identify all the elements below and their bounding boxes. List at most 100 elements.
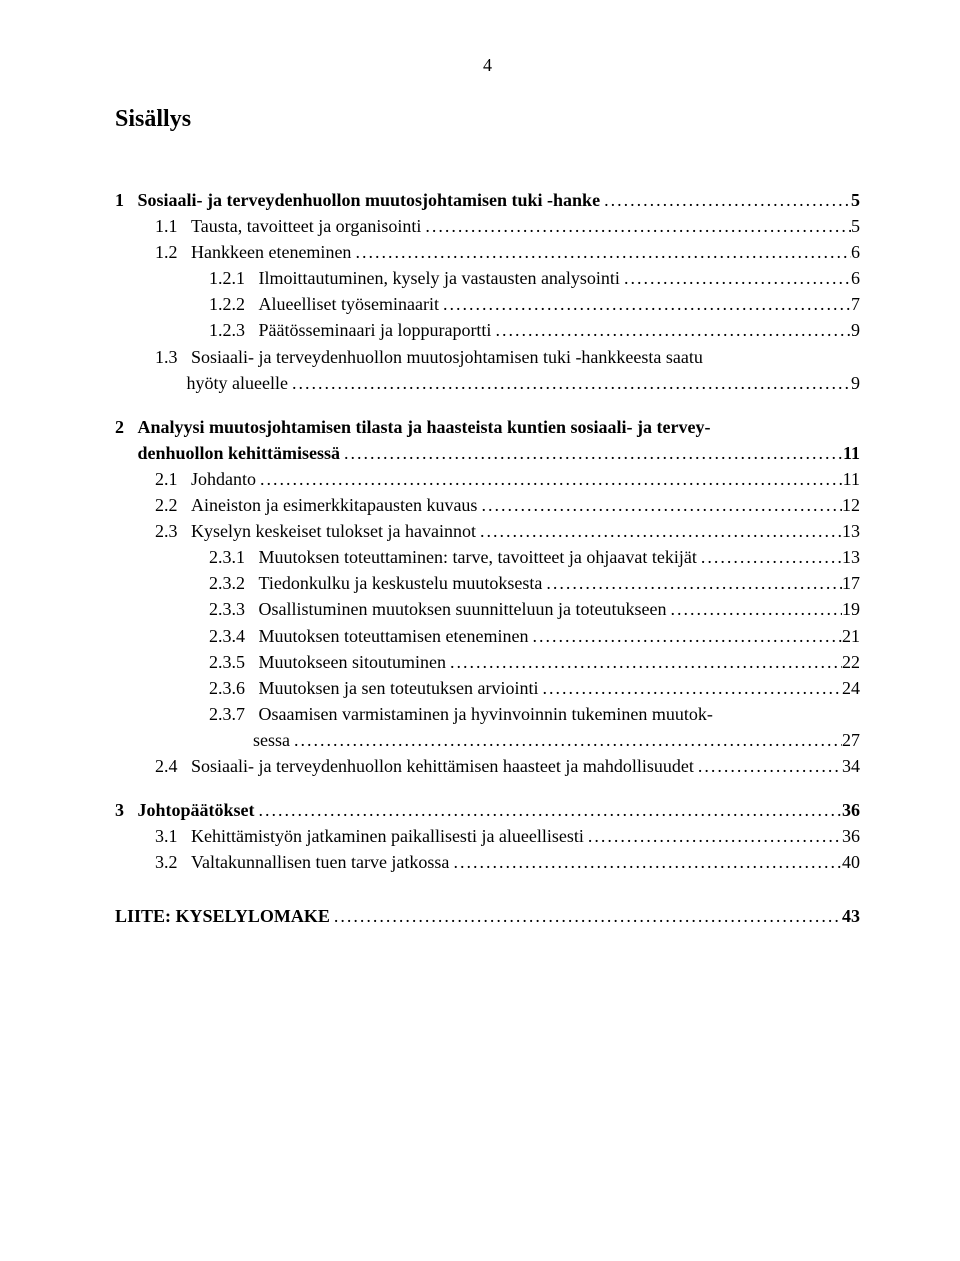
toc-number: 1.1	[155, 213, 191, 239]
toc-entry: 3.1 Kehittämistyön jatkaminen paikallise…	[115, 823, 860, 849]
toc-label: Johtopäätökset	[138, 797, 255, 823]
toc-dots: ........................................…	[351, 239, 851, 265]
toc-label: Päätösseminaari ja loppuraportti	[259, 317, 492, 343]
toc-label: denhuollon kehittämisessä	[138, 440, 341, 466]
toc-dots: ........................................…	[491, 317, 851, 343]
toc-entry: sessa...................................…	[115, 727, 860, 753]
toc-dots: ........................................…	[538, 675, 842, 701]
page: 4 Sisällys 1 Sosiaali- ja terveydenhuoll…	[0, 0, 960, 1261]
toc-entry: 2.3.1 Muutoksen toteuttaminen: tarve, ta…	[115, 544, 860, 570]
toc-number: 1.2.3	[209, 317, 259, 343]
toc-number: 2.3.6	[209, 675, 259, 701]
toc-label: sessa	[253, 727, 290, 753]
toc-label: Kehittämistyön jatkaminen paikallisesti …	[191, 823, 584, 849]
toc-page: 17	[842, 570, 860, 596]
toc-page: 7	[851, 291, 860, 317]
toc-entry: hyöty alueelle..........................…	[115, 370, 860, 396]
toc-entry: 2.3 Kyselyn keskeiset tulokset ja havain…	[115, 518, 860, 544]
toc-dots: ........................................…	[697, 544, 842, 570]
toc-entry: 1 Sosiaali- ja terveydenhuollon muutosjo…	[115, 187, 860, 213]
toc-number: 2.3.5	[209, 649, 259, 675]
toc-dots: ........................................…	[476, 518, 842, 544]
toc-dots: ........................................…	[255, 797, 842, 823]
toc-dots: ........................................…	[620, 265, 851, 291]
toc-page: 27	[842, 727, 860, 753]
toc-dots: ........................................…	[288, 370, 851, 396]
toc-label: Muutoksen toteuttamisen eteneminen	[259, 623, 529, 649]
toc-entry: denhuollon kehittämisessä...............…	[115, 440, 860, 466]
toc-page: 6	[851, 239, 860, 265]
toc-dots: ........................................…	[439, 291, 851, 317]
appendix-line: LIITE: KYSELYLOMAKE ....................…	[115, 903, 860, 929]
toc-number: 2.4	[155, 753, 191, 779]
toc-number: 1.2	[155, 239, 191, 265]
toc-label: Muutokseen sitoutuminen	[259, 649, 447, 675]
toc-label: Tausta, tavoitteet ja organisointi	[191, 213, 421, 239]
toc-dots: ........................................…	[477, 492, 842, 518]
toc-label: Muutoksen ja sen toteutuksen arviointi	[259, 675, 539, 701]
toc-number: 2.3.7	[209, 701, 259, 727]
toc-page: 13	[842, 518, 860, 544]
toc-page: 40	[842, 849, 860, 875]
toc-entry: 2.3.2 Tiedonkulku ja keskustelu muutokse…	[115, 570, 860, 596]
toc-entry: 1.2.2 Alueelliset työseminaarit.........…	[115, 291, 860, 317]
toc-container: 1 Sosiaali- ja terveydenhuollon muutosjo…	[115, 169, 860, 875]
toc-number: 1.2.1	[209, 265, 259, 291]
toc-entry: 1.2.1 Ilmoittautuminen, kysely ja vastau…	[115, 265, 860, 291]
toc-title: Sisällys	[115, 106, 860, 133]
toc-spacer	[115, 779, 860, 797]
toc-number: 3	[115, 797, 138, 823]
toc-dots: ........................................…	[330, 903, 842, 929]
toc-number: 1.3	[155, 344, 191, 370]
toc-label: Kyselyn keskeiset tulokset ja havainnot	[191, 518, 476, 544]
toc-number: 2.3.1	[209, 544, 259, 570]
toc-page: 11	[843, 466, 860, 492]
toc-label: Valtakunnallisen tuen tarve jatkossa	[191, 849, 449, 875]
toc-dots: ........................................…	[449, 849, 842, 875]
toc-entry: 2.3.7 Osaamisen varmistaminen ja hyvinvo…	[115, 701, 860, 727]
toc-label: Sosiaali- ja terveydenhuollon muutosjoht…	[138, 187, 601, 213]
toc-number	[115, 440, 138, 466]
toc-number: 2	[115, 414, 138, 440]
toc-entry: 2 Analyysi muutosjohtamisen tilasta ja h…	[115, 414, 860, 440]
toc-number: 2.1	[155, 466, 191, 492]
toc-entry: 3 Johtopäätökset........................…	[115, 797, 860, 823]
toc-dots: ........................................…	[542, 570, 842, 596]
appendix-page: 43	[842, 903, 860, 929]
toc-label: Tiedonkulku ja keskustelu muutoksesta	[259, 570, 543, 596]
toc-page: 19	[842, 596, 860, 622]
toc-dots: ........................................…	[446, 649, 842, 675]
toc-entry: 1.2 Hankkeen eteneminen.................…	[115, 239, 860, 265]
toc-dots: ........................................…	[584, 823, 842, 849]
toc-dots: ........................................…	[256, 466, 843, 492]
toc-page: 6	[851, 265, 860, 291]
toc-dots: ........................................…	[600, 187, 851, 213]
toc-page: 36	[842, 823, 860, 849]
appendix-label: LIITE: KYSELYLOMAKE	[115, 903, 330, 929]
toc-entry: 2.2 Aineiston ja esimerkkitapausten kuva…	[115, 492, 860, 518]
toc-entry: 2.3.6 Muutoksen ja sen toteutuksen arvio…	[115, 675, 860, 701]
toc-number: 1.2.2	[209, 291, 259, 317]
toc-label: Hankkeen eteneminen	[191, 239, 351, 265]
toc-number: 1	[115, 187, 138, 213]
toc-entry: 3.2 Valtakunnallisen tuen tarve jatkossa…	[115, 849, 860, 875]
toc-label: Sosiaali- ja terveydenhuollon kehittämis…	[191, 753, 694, 779]
toc-label: hyöty alueelle	[187, 370, 288, 396]
toc-dots: ........................................…	[290, 727, 842, 753]
toc-dots: ........................................…	[340, 440, 843, 466]
toc-label: Aineiston ja esimerkkitapausten kuvaus	[191, 492, 477, 518]
toc-label: Muutoksen toteuttaminen: tarve, tavoitte…	[259, 544, 697, 570]
toc-label: Analyysi muutosjohtamisen tilasta ja haa…	[138, 414, 711, 440]
toc-entry: 2.3.4 Muutoksen toteuttamisen eteneminen…	[115, 623, 860, 649]
toc-entry: 2.3.3 Osallistuminen muutoksen suunnitte…	[115, 596, 860, 622]
toc-dots: ........................................…	[666, 596, 842, 622]
toc-label: Sosiaali- ja terveydenhuollon muutosjoht…	[191, 344, 703, 370]
toc-page: 9	[851, 317, 860, 343]
toc-label: Osaamisen varmistaminen ja hyvinvoinnin …	[259, 701, 713, 727]
toc-page: 5	[851, 213, 860, 239]
toc-dots: ........................................…	[421, 213, 851, 239]
toc-page: 12	[842, 492, 860, 518]
toc-spacer	[115, 396, 860, 414]
toc-number: 2.2	[155, 492, 191, 518]
toc-number: 2.3.3	[209, 596, 259, 622]
